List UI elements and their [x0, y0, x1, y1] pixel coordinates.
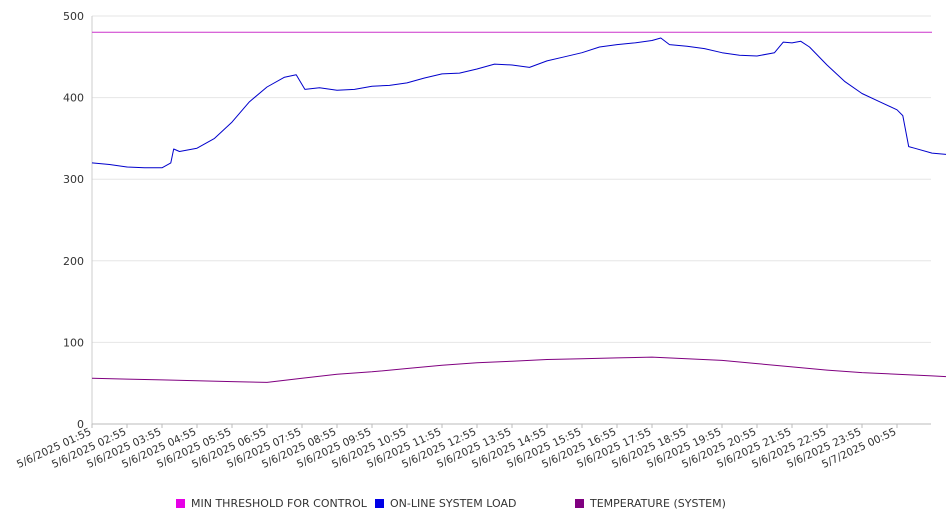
- y-tick-labels: 0 100 200 300 400 500: [63, 10, 84, 431]
- y-tick-label: 500: [63, 10, 84, 23]
- legend-item-load: ON-LINE SYSTEM LOAD: [375, 497, 516, 510]
- grid-lines: [92, 15, 931, 343]
- y-tick-label: 300: [63, 173, 84, 186]
- y-tick-label: 400: [63, 92, 84, 105]
- legend-label-load: ON-LINE SYSTEM LOAD: [390, 497, 517, 510]
- axes: [91, 16, 931, 428]
- legend-item-temperature: TEMPERATURE (SYSTEM): [575, 497, 726, 510]
- legend-label-temperature: TEMPERATURE (SYSTEM): [590, 497, 726, 510]
- series-lines: [91, 31, 946, 383]
- legend-label-threshold: MIN THRESHOLD FOR CONTROL: [191, 497, 367, 510]
- y-tick-label: 200: [63, 255, 84, 268]
- series-line-2: [91, 356, 946, 383]
- y-tick-label: 100: [63, 336, 84, 349]
- legend-item-threshold: MIN THRESHOLD FOR CONTROL: [176, 497, 367, 510]
- y-tick-label: 0: [77, 418, 84, 431]
- legend-swatch-temperature: [575, 499, 584, 508]
- series-line-1: [91, 37, 946, 169]
- legend-swatch-load: [375, 499, 384, 508]
- legend-swatch-threshold: [176, 499, 185, 508]
- x-tick-labels: 5/6/2025 01:555/6/2025 02:555/6/2025 03:…: [15, 426, 898, 471]
- legend: MIN THRESHOLD FOR CONTROL ON-LINE SYSTEM…: [0, 497, 946, 517]
